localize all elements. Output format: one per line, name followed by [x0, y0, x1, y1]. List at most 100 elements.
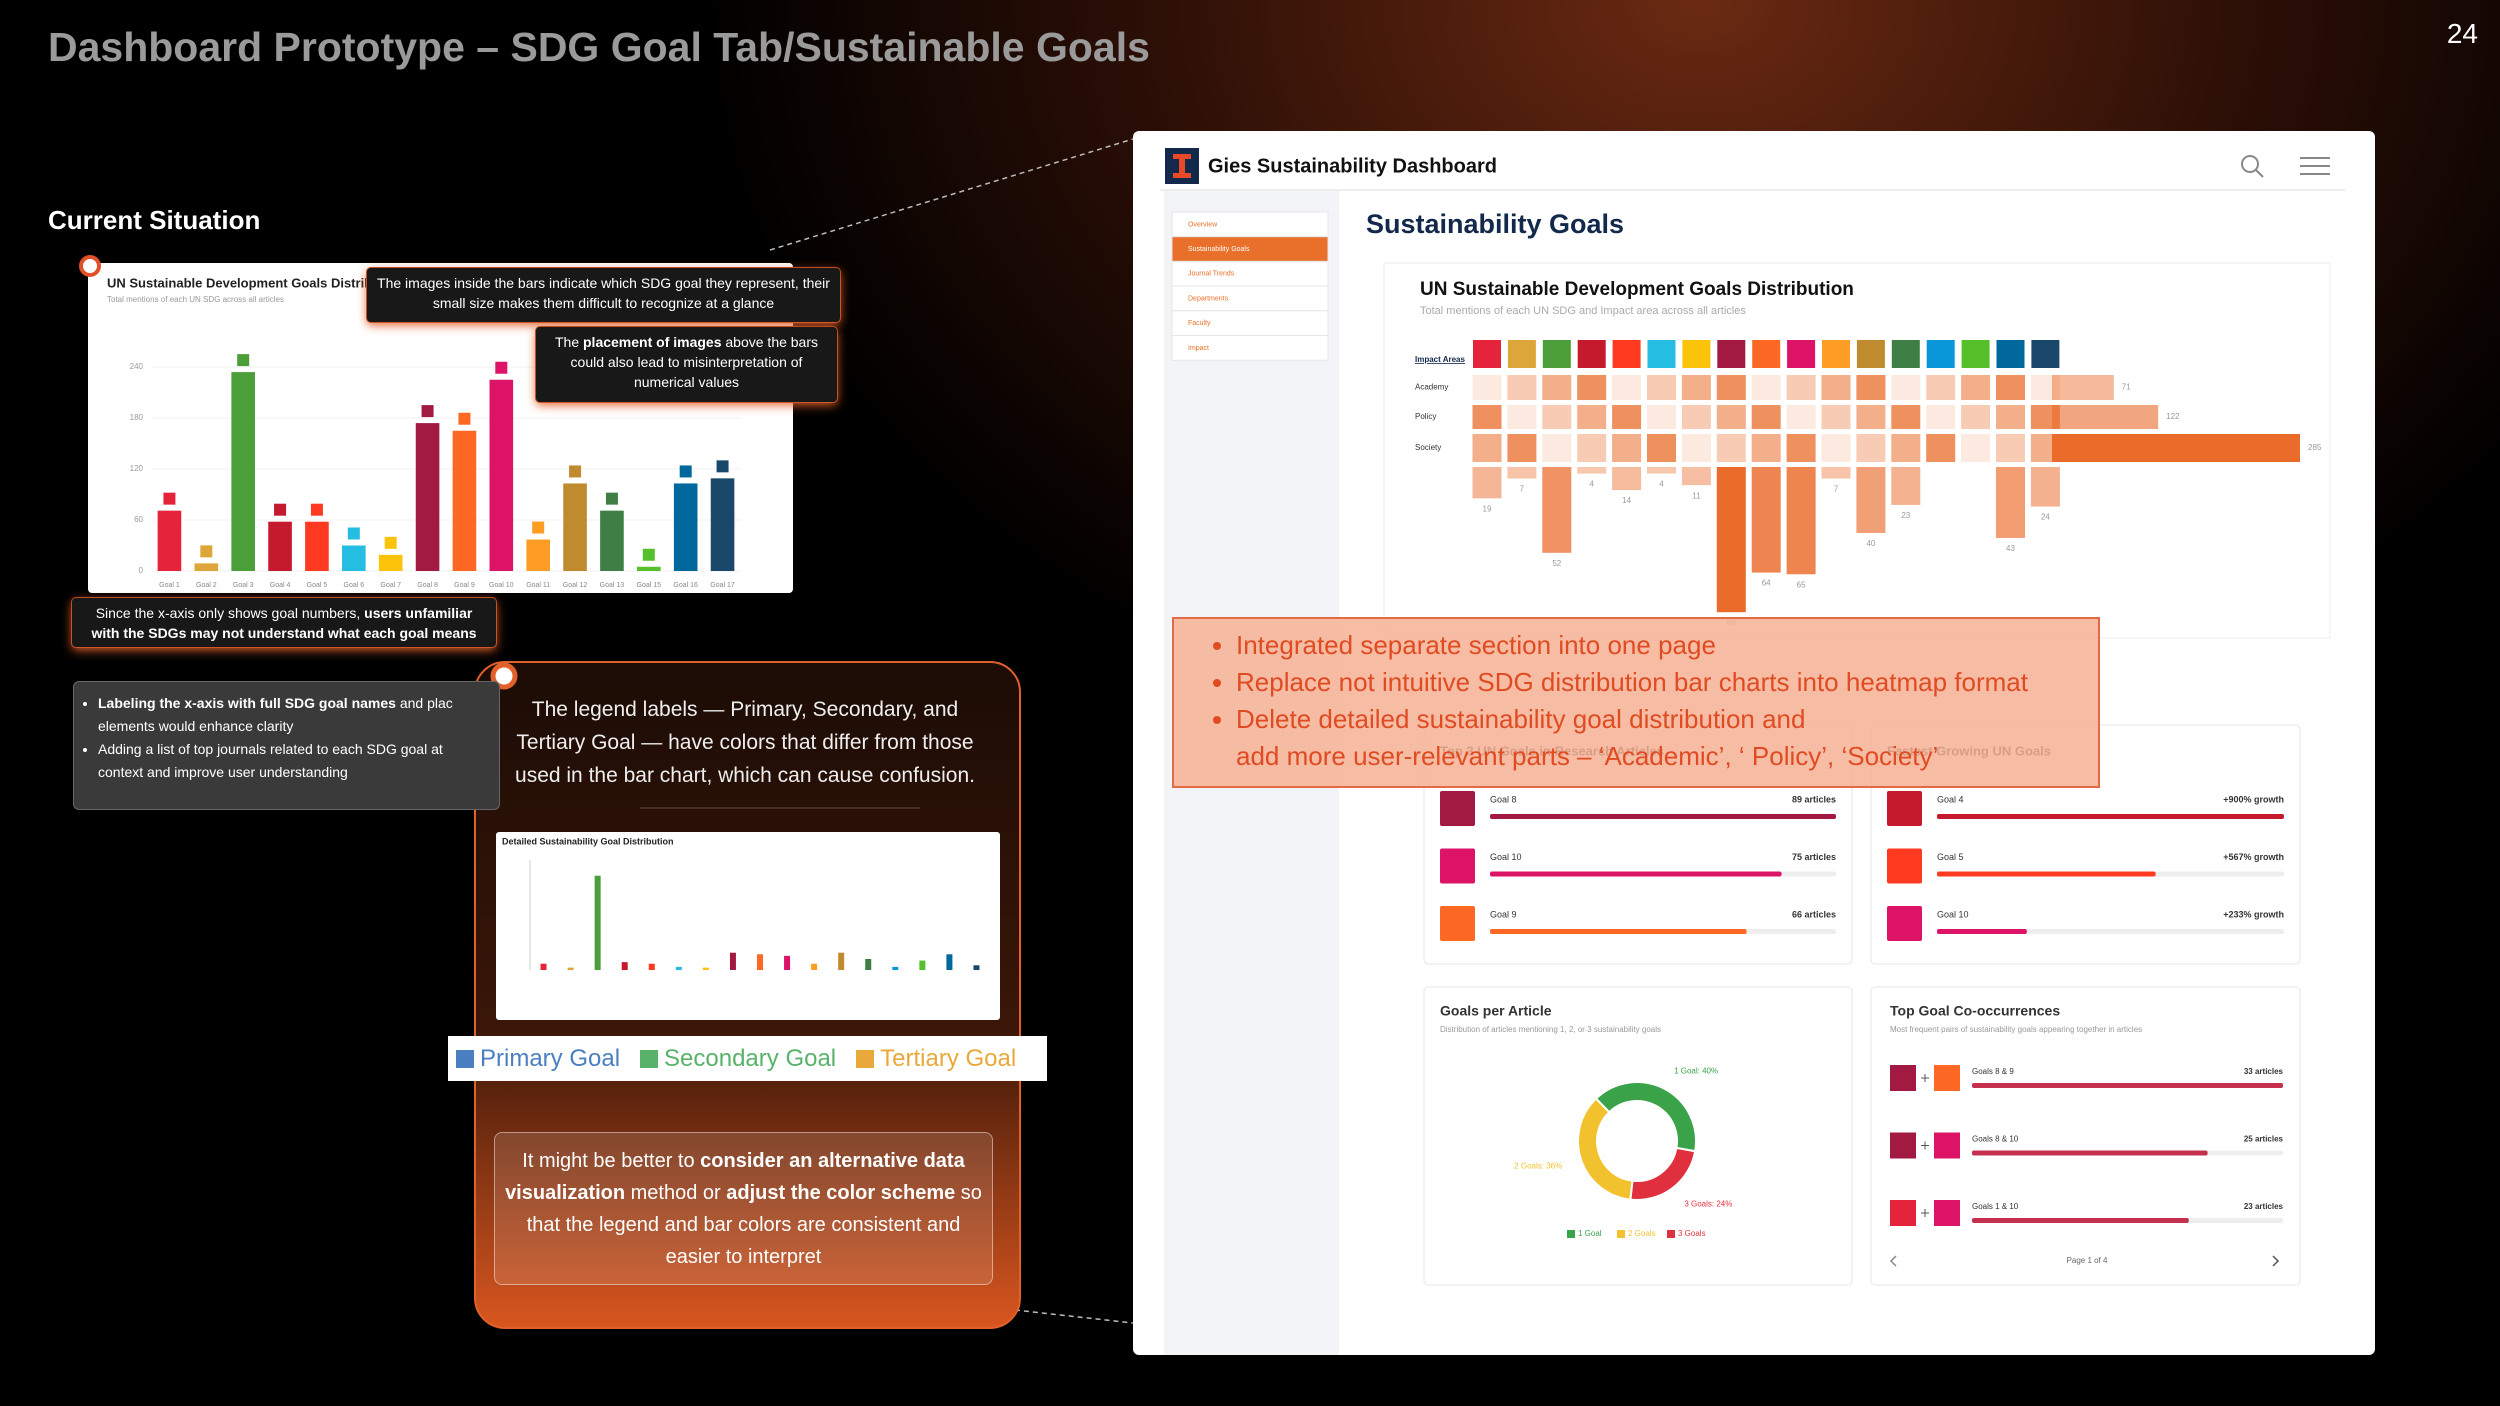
heat-cell	[1647, 405, 1676, 429]
heatmap-subtitle: Total mentions of each UN SDG and Impact…	[1420, 305, 1746, 317]
bar	[1490, 814, 1836, 819]
pair-label: Goals 8 & 10	[1972, 1135, 2019, 1144]
bar	[811, 963, 818, 970]
pair-label: Goals 1 & 10	[1972, 1202, 2019, 1211]
legend-swatch	[1667, 1230, 1675, 1238]
text-segment: Since the x-axis only shows goal numbers…	[95, 605, 365, 621]
x-tick-label: Goal 2	[196, 582, 217, 589]
heat-cell	[1891, 434, 1921, 462]
nav-item[interactable]	[1171, 236, 1329, 262]
nav-item[interactable]	[1171, 335, 1329, 361]
legend-label: Primary Goal	[480, 1044, 621, 1072]
nav-item[interactable]	[1171, 285, 1329, 312]
item-goal: Goal 9	[1490, 909, 1517, 919]
heat-cell	[1542, 375, 1572, 400]
row-total-label: 71	[2122, 383, 2131, 392]
goal-icon	[1507, 340, 1536, 368]
goal-total-bar	[1786, 467, 1816, 575]
x-tick-label: Goal 6	[344, 582, 365, 589]
goal-icon	[1856, 340, 1885, 368]
pair-value-label: 33 articles	[2244, 1067, 2284, 1076]
goal-icon	[1890, 1065, 1916, 1091]
goal-total-bar	[1821, 467, 1851, 479]
legend-item: Secondary Goal	[640, 1045, 836, 1073]
row-total-label: 285	[2308, 443, 2322, 452]
goal-icon	[1961, 340, 1990, 368]
heat-cell	[1681, 434, 1711, 462]
row-total-bar	[2052, 434, 2300, 462]
goal-icon	[384, 536, 397, 549]
bar	[1490, 871, 1782, 877]
nav-item[interactable]	[1171, 260, 1329, 287]
pair-label: Goals 8 & 9	[1972, 1067, 2014, 1076]
goal-icon	[1891, 340, 1920, 368]
card	[1870, 986, 2301, 1286]
legend-label: 1 Goal	[1578, 1229, 1602, 1238]
bar	[757, 954, 763, 970]
heat-cell	[1612, 405, 1642, 429]
pagination: Page 1 of 4	[2067, 1256, 2108, 1265]
legend-item: Tertiary Goal	[856, 1045, 1016, 1073]
page-next[interactable]	[2272, 1255, 2280, 1267]
bar	[489, 379, 514, 571]
bar	[675, 966, 682, 970]
marker-dot	[490, 662, 518, 690]
slice-label: 1 Goal: 40%	[1674, 1066, 1718, 1075]
logo-mark	[1179, 154, 1185, 178]
chart-subtitle: Total mentions of each UN SDG across all…	[107, 295, 284, 304]
text-segment: Adding a list of top journals related to…	[98, 741, 443, 780]
item-goal: Goal 4	[1937, 794, 1964, 804]
goal-icon	[458, 412, 471, 425]
callout: The placement of images above the bars c…	[536, 327, 837, 402]
heat-cell	[1926, 434, 1956, 462]
note: Integrated separate section into one pag…	[1236, 627, 2098, 664]
legend-swatch	[1567, 1230, 1575, 1238]
heatmap-title: UN Sustainable Development Goals Distrib…	[1420, 279, 1854, 300]
heat-cell	[1821, 434, 1851, 462]
heat-cell	[1716, 434, 1746, 462]
mini-chart-title: Detailed Sustainability Goal Distributio…	[502, 836, 674, 846]
goal-total-label: 4	[1659, 480, 1664, 489]
goal-icon	[2031, 340, 2060, 368]
x-tick-label: Goal 1	[159, 582, 180, 589]
goal-icon	[200, 545, 213, 558]
legend-label: 2 Goals	[1628, 1229, 1656, 1238]
heat-cell	[1751, 405, 1781, 429]
goal-icon	[1887, 848, 1922, 884]
item-goal: Goal 8	[1490, 794, 1517, 804]
goal-total-label: 14	[1622, 496, 1631, 505]
item-value-label: +567% growth	[2223, 852, 2284, 862]
donut-slice	[1629, 1146, 1697, 1201]
goal-icon	[569, 465, 582, 478]
page-prev[interactable]	[1889, 1255, 1897, 1267]
heat-cell	[1961, 434, 1991, 462]
nav-item[interactable]	[1171, 310, 1329, 336]
goal-total-bar	[1681, 467, 1711, 486]
heat-cell	[1961, 375, 1991, 400]
bar	[892, 966, 899, 970]
mini-chart-card	[496, 832, 1000, 1020]
heat-cell	[1751, 434, 1781, 462]
text-segment: and plac elements would enhance clarity	[98, 695, 453, 734]
goal-icon	[532, 521, 545, 534]
row-label: Society	[1415, 443, 1441, 452]
heat-cell	[1647, 434, 1676, 462]
goal-total-bar	[1751, 467, 1781, 573]
goal-total-bar	[1716, 467, 1746, 613]
text-segment: users unfamiliar with the SDGs may not u…	[91, 605, 477, 641]
heat-cell	[1926, 405, 1956, 429]
goal-icon	[1577, 340, 1606, 368]
y-tick-label: 120	[130, 464, 144, 473]
x-tick-label: Goal 8	[417, 582, 438, 589]
nav-item[interactable]	[1171, 211, 1329, 238]
nav-label: Faculty	[1188, 320, 1211, 327]
heat-cell	[1926, 375, 1956, 400]
bar	[452, 430, 477, 571]
item-value-label: 89 articles	[1792, 794, 1836, 804]
goal-total-label: 52	[1552, 559, 1561, 568]
suggestion: Adding a list of top journals related to…	[98, 738, 499, 784]
heat-cell	[1996, 405, 2025, 429]
text-segment: The	[554, 334, 583, 350]
text-segment: consider an alternative data visualizati…	[505, 1150, 965, 1204]
goal-icon	[1934, 1200, 1960, 1226]
